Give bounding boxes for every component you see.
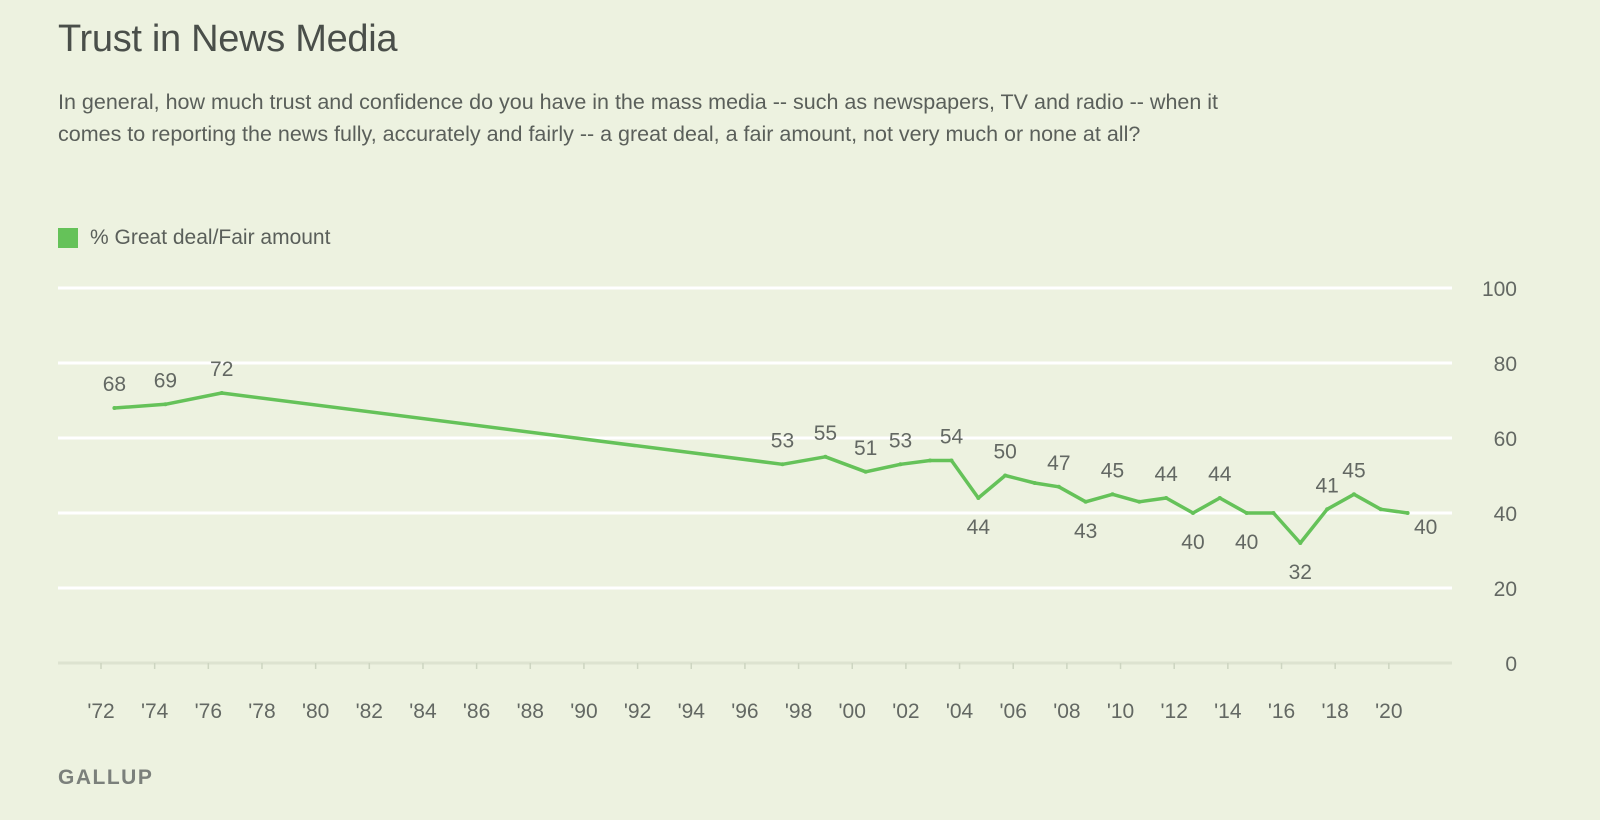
x-tick-label: '16	[1268, 700, 1295, 723]
x-tick-label: '94	[678, 700, 706, 723]
x-tick-label: '02	[892, 700, 919, 723]
data-label: 50	[993, 441, 1016, 464]
data-label: 41	[1315, 474, 1338, 497]
data-point	[1003, 473, 1008, 478]
x-tick-label: '06	[1000, 700, 1027, 723]
y-tick-label: 60	[1494, 428, 1517, 451]
chart-title: Trust in News Media	[58, 18, 398, 60]
data-label: 68	[103, 373, 126, 396]
legend-label: % Great deal/Fair amount	[90, 226, 331, 249]
x-tick-label: '74	[141, 700, 169, 723]
x-tick-label: '04	[946, 700, 974, 723]
x-tick-label: '92	[624, 700, 651, 723]
data-label: 44	[1154, 463, 1178, 486]
legend: % Great deal/Fair amount	[58, 226, 330, 250]
x-tick-label: '96	[731, 700, 758, 723]
data-label: 40	[1235, 531, 1258, 554]
data-label: 44	[1208, 463, 1232, 486]
data-point	[1271, 511, 1276, 515]
x-tick-label: '88	[517, 700, 544, 723]
data-label: 54	[940, 426, 964, 449]
data-point	[1378, 507, 1383, 512]
y-tick-label: 100	[1482, 278, 1517, 301]
data-point	[949, 458, 954, 463]
series-line	[112, 391, 1410, 545]
x-tick-label: '80	[302, 700, 329, 723]
data-point	[1164, 496, 1169, 500]
x-tick-label: '12	[1161, 700, 1188, 723]
data-label: 47	[1047, 452, 1070, 475]
chart-subtitle: In general, how much trust and confidenc…	[58, 90, 1219, 146]
data-point	[1405, 511, 1410, 515]
y-tick-label: 0	[1505, 653, 1517, 676]
data-point	[1032, 481, 1037, 485]
data-point	[863, 469, 868, 474]
x-axis-ticks: '72 '74 '76 '78 '80 '82 '84 '86 '88 '90 '92 '94 '96 '…	[87, 663, 1403, 723]
data-label: 40	[1181, 531, 1204, 554]
data-point	[1244, 511, 1249, 515]
legend-swatch	[58, 228, 78, 248]
data-point	[163, 402, 168, 407]
data-label: 51	[854, 437, 877, 460]
data-point	[898, 462, 903, 467]
data-point	[1083, 499, 1088, 504]
data-label: 44	[967, 516, 991, 539]
data-point	[1351, 492, 1356, 497]
y-tick-label: 40	[1494, 503, 1517, 526]
data-point	[1190, 511, 1195, 515]
data-point	[112, 406, 117, 410]
data-point	[928, 458, 933, 463]
data-label: 69	[154, 369, 177, 392]
data-label: 43	[1074, 520, 1097, 543]
data-label: 53	[889, 429, 912, 452]
x-tick-label: '00	[839, 700, 866, 723]
data-label: 32	[1289, 561, 1312, 584]
data-point	[823, 454, 828, 459]
x-tick-label: '86	[463, 700, 490, 723]
data-point	[1325, 507, 1330, 512]
y-axis-ticks: 0 20 40 60 80 100	[1482, 278, 1517, 676]
series-layer	[112, 391, 1410, 545]
x-tick-label: '18	[1321, 700, 1348, 723]
y-tick-label: 20	[1494, 578, 1517, 601]
x-tick-label: '78	[248, 700, 275, 723]
data-point	[219, 391, 224, 395]
x-tick-label: '76	[195, 700, 222, 723]
x-tick-label: '84	[409, 700, 437, 723]
x-tick-label: '20	[1375, 700, 1402, 723]
data-label: 45	[1101, 459, 1124, 482]
data-label: 45	[1342, 459, 1365, 482]
x-tick-label: '98	[785, 700, 812, 723]
x-tick-label: '72	[87, 700, 114, 723]
data-point	[1110, 492, 1115, 497]
data-label: 55	[814, 422, 837, 445]
data-point	[1137, 499, 1142, 504]
data-label: 53	[771, 429, 794, 452]
data-point	[1298, 541, 1303, 545]
x-tick-label: '14	[1214, 700, 1242, 723]
x-tick-label: '90	[570, 700, 597, 723]
data-point	[1217, 496, 1222, 500]
data-point	[1056, 484, 1061, 489]
data-point	[976, 496, 981, 500]
y-tick-label: 80	[1494, 353, 1517, 376]
data-label: 40	[1414, 516, 1437, 539]
x-tick-label: '08	[1053, 700, 1080, 723]
grid-lines	[58, 286, 1452, 665]
data-point	[780, 462, 785, 467]
data-label: 72	[210, 358, 233, 381]
x-tick-label: '82	[356, 700, 383, 723]
x-tick-label: '10	[1107, 700, 1134, 723]
source-credit: GALLUP	[58, 766, 154, 789]
